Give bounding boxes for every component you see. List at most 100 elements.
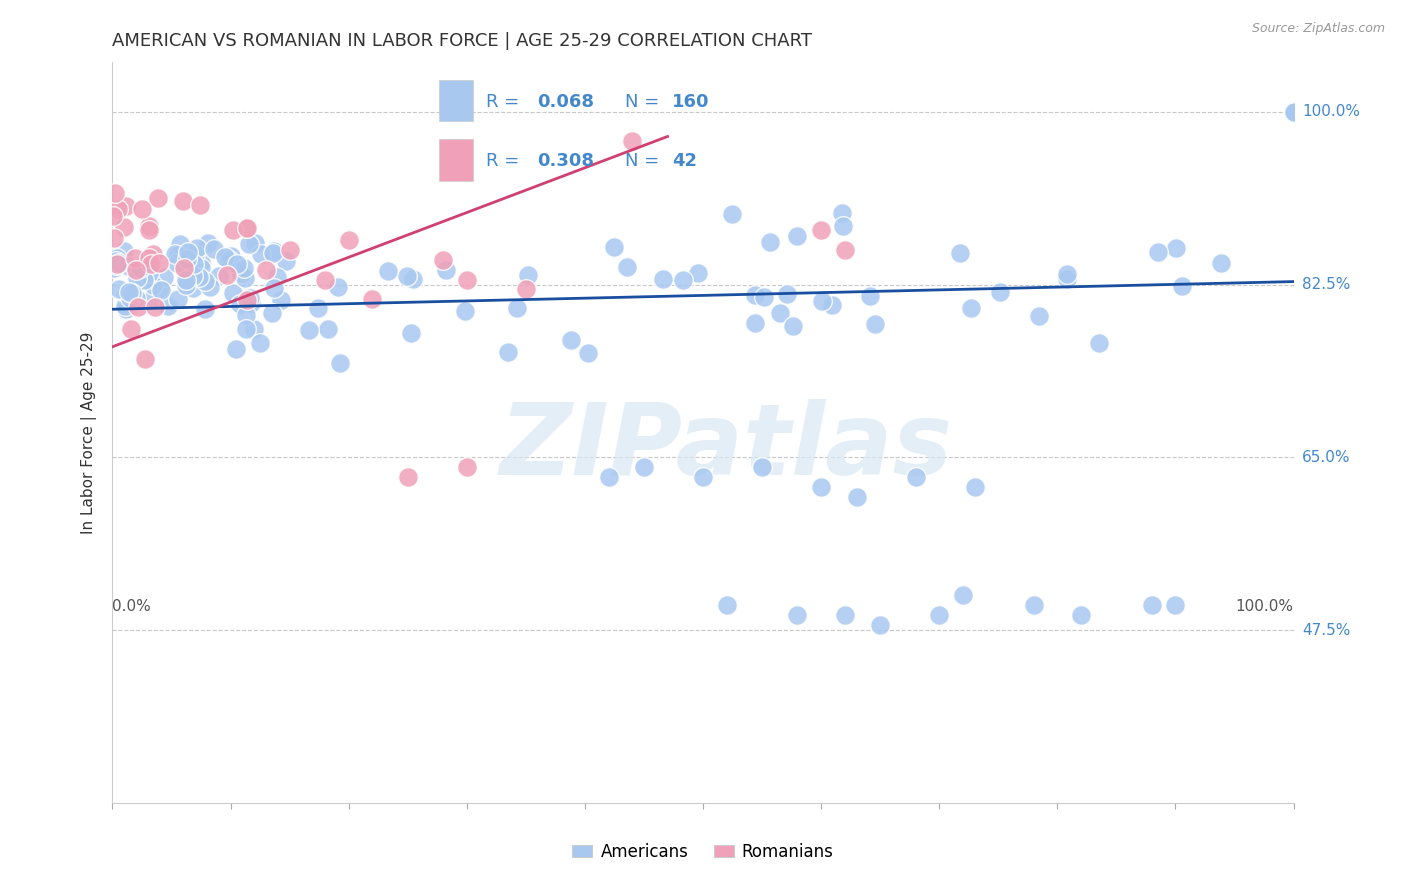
Point — [434, 263, 457, 277]
Point — [101, 209, 124, 223]
Point — [235, 322, 257, 336]
Point — [239, 296, 262, 310]
Point — [176, 252, 198, 266]
Point — [720, 207, 742, 221]
Point — [274, 254, 297, 268]
Point — [249, 336, 271, 351]
Point — [959, 301, 981, 315]
Point — [402, 271, 425, 285]
Point — [786, 228, 808, 243]
Text: 0.0%: 0.0% — [112, 599, 152, 615]
Point — [692, 470, 714, 484]
Point — [179, 253, 201, 268]
Point — [1282, 104, 1305, 119]
Point — [456, 272, 478, 286]
Point — [250, 247, 273, 261]
Bar — [439, 80, 472, 121]
Point — [181, 281, 204, 295]
Legend: Americans, Romanians: Americans, Romanians — [572, 843, 834, 861]
Point — [621, 135, 644, 149]
Point — [810, 223, 832, 237]
Point — [215, 268, 238, 282]
Point — [1282, 104, 1305, 119]
Point — [125, 291, 148, 305]
Point — [1282, 104, 1305, 119]
Point — [1282, 104, 1305, 119]
Point — [197, 236, 219, 251]
Point — [576, 346, 599, 360]
Text: ZIPatlas: ZIPatlas — [501, 399, 953, 496]
Point — [194, 301, 217, 316]
Point — [169, 236, 191, 251]
Point — [163, 247, 186, 261]
Point — [686, 266, 709, 280]
Point — [172, 194, 194, 208]
Point — [672, 273, 695, 287]
Point — [118, 285, 141, 299]
Point — [222, 223, 245, 237]
Point — [326, 280, 349, 294]
Text: N =: N = — [624, 93, 659, 111]
Text: R =: R = — [486, 153, 519, 170]
Point — [127, 300, 149, 314]
Point — [243, 235, 266, 250]
Point — [1070, 608, 1092, 623]
Point — [188, 198, 211, 212]
Point — [716, 599, 738, 613]
Point — [399, 326, 422, 340]
Point — [107, 202, 129, 217]
Text: 100.0%: 100.0% — [1302, 104, 1360, 120]
Point — [1282, 104, 1305, 119]
Point — [337, 233, 360, 247]
Text: 160: 160 — [672, 93, 709, 111]
Point — [395, 268, 418, 283]
Point — [1282, 104, 1305, 119]
Point — [103, 261, 125, 276]
Text: R =: R = — [486, 93, 519, 111]
Point — [194, 274, 217, 288]
Text: 0.068: 0.068 — [537, 93, 593, 111]
Point — [124, 252, 146, 266]
Point — [811, 294, 834, 309]
Point — [219, 249, 242, 263]
Point — [752, 290, 775, 304]
Point — [751, 460, 773, 475]
Point — [173, 260, 195, 275]
Point — [278, 243, 301, 257]
Point — [834, 608, 856, 623]
Point — [307, 301, 329, 315]
Point — [1282, 104, 1305, 119]
Point — [186, 241, 208, 255]
Point — [105, 251, 128, 265]
Point — [633, 460, 655, 475]
Point — [208, 268, 231, 283]
Point — [190, 261, 212, 276]
Point — [616, 260, 638, 275]
Point — [270, 293, 292, 307]
Point — [226, 257, 249, 271]
Point — [120, 322, 142, 336]
Point — [131, 202, 153, 217]
Point — [316, 322, 339, 336]
Text: 82.5%: 82.5% — [1302, 277, 1350, 292]
Point — [202, 242, 225, 256]
Point — [361, 293, 384, 307]
Point — [129, 260, 152, 275]
Point — [456, 460, 478, 475]
Point — [1164, 599, 1187, 613]
Point — [125, 271, 148, 285]
Text: 100.0%: 100.0% — [1236, 599, 1294, 615]
Point — [298, 323, 321, 337]
Point — [1282, 104, 1305, 119]
Point — [598, 470, 620, 484]
Point — [1211, 256, 1233, 270]
Text: 42: 42 — [672, 153, 697, 170]
Point — [1282, 104, 1305, 119]
Point — [174, 277, 197, 292]
Point — [786, 608, 808, 623]
Point — [603, 240, 626, 254]
Point — [810, 480, 832, 494]
Point — [138, 266, 160, 280]
Point — [138, 251, 160, 265]
Point — [928, 608, 950, 623]
